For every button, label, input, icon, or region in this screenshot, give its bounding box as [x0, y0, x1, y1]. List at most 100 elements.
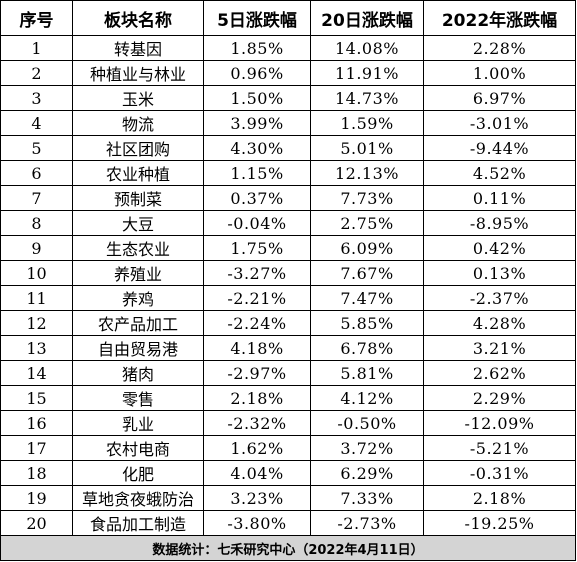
table-row: 2 种植业与林业 0.96% 11.91% 1.00% [0, 60, 576, 86]
change-5day-cell: -2.97% [203, 360, 311, 386]
change-ytd-cell: 2.28% [423, 35, 576, 61]
change-20day-cell: 11.91% [310, 60, 424, 86]
table-row: 1 转基因 1.85% 14.08% 2.28% [0, 35, 576, 61]
change-20day-cell: 2.75% [310, 210, 424, 236]
change-20day-cell: 4.12% [310, 385, 424, 411]
sector-name-cell: 生态农业 [72, 235, 204, 261]
rank-cell: 1 [0, 35, 73, 61]
sector-name-cell: 大豆 [72, 210, 204, 236]
change-ytd-cell: -0.31% [423, 460, 576, 486]
change-20day-cell: 6.78% [310, 335, 424, 361]
table-row: 6 农业种植 1.15% 12.13% 4.52% [0, 160, 576, 186]
rank-cell: 2 [0, 60, 73, 86]
change-20day-cell: -0.50% [310, 410, 424, 436]
change-ytd-cell: 1.00% [423, 60, 576, 86]
table-row: 16 乳业 -2.32% -0.50% -12.09% [0, 410, 576, 436]
change-5day-cell: 1.85% [203, 35, 311, 61]
rank-cell: 14 [0, 360, 73, 386]
rank-cell: 16 [0, 410, 73, 436]
header-20day-change: 20日涨跌幅 [310, 0, 424, 36]
change-20day-cell: 3.72% [310, 435, 424, 461]
change-20day-cell: 12.13% [310, 160, 424, 186]
rank-cell: 4 [0, 110, 73, 136]
change-5day-cell: 0.37% [203, 185, 311, 211]
rank-cell: 6 [0, 160, 73, 186]
change-5day-cell: 1.75% [203, 235, 311, 261]
table-row: 12 农产品加工 -2.24% 5.85% 4.28% [0, 310, 576, 336]
change-ytd-cell: 4.52% [423, 160, 576, 186]
change-20day-cell: 7.67% [310, 260, 424, 286]
change-ytd-cell: 0.13% [423, 260, 576, 286]
sector-name-cell: 玉米 [72, 85, 204, 111]
change-5day-cell: 4.04% [203, 460, 311, 486]
sector-name-cell: 化肥 [72, 460, 204, 486]
table-row: 10 养殖业 -3.27% 7.67% 0.13% [0, 260, 576, 286]
sector-name-cell: 自由贸易港 [72, 335, 204, 361]
table-row: 7 预制菜 0.37% 7.73% 0.11% [0, 185, 576, 211]
table-row: 9 生态农业 1.75% 6.09% 0.42% [0, 235, 576, 261]
rank-cell: 19 [0, 485, 73, 511]
sector-name-cell: 养殖业 [72, 260, 204, 286]
change-20day-cell: 7.33% [310, 485, 424, 511]
rank-cell: 15 [0, 385, 73, 411]
table-row: 14 猪肉 -2.97% 5.81% 2.62% [0, 360, 576, 386]
header-ytd-change: 2022年涨跌幅 [423, 0, 576, 36]
source-note: 数据统计：七禾研究中心（2022年4月11日） [0, 535, 576, 561]
sector-name-cell: 猪肉 [72, 360, 204, 386]
change-5day-cell: 0.96% [203, 60, 311, 86]
change-ytd-cell: 2.29% [423, 385, 576, 411]
change-5day-cell: 2.18% [203, 385, 311, 411]
change-20day-cell: 7.73% [310, 185, 424, 211]
table-row: 18 化肥 4.04% 6.29% -0.31% [0, 460, 576, 486]
change-5day-cell: -2.32% [203, 410, 311, 436]
change-ytd-cell: -5.21% [423, 435, 576, 461]
change-ytd-cell: 0.42% [423, 235, 576, 261]
change-ytd-cell: -19.25% [423, 510, 576, 536]
table-row: 4 物流 3.99% 1.59% -3.01% [0, 110, 576, 136]
sector-name-cell: 零售 [72, 385, 204, 411]
sector-name-cell: 草地贪夜蛾防治 [72, 485, 204, 511]
rank-cell: 12 [0, 310, 73, 336]
change-20day-cell: 6.09% [310, 235, 424, 261]
change-5day-cell: 1.15% [203, 160, 311, 186]
sector-name-cell: 物流 [72, 110, 204, 136]
change-20day-cell: 14.08% [310, 35, 424, 61]
change-5day-cell: -2.24% [203, 310, 311, 336]
table-row: 13 自由贸易港 4.18% 6.78% 3.21% [0, 335, 576, 361]
header-5day-change: 5日涨跌幅 [203, 0, 311, 36]
rank-cell: 8 [0, 210, 73, 236]
change-ytd-cell: 6.97% [423, 85, 576, 111]
change-5day-cell: -0.04% [203, 210, 311, 236]
sector-name-cell: 预制菜 [72, 185, 204, 211]
table-row: 3 玉米 1.50% 14.73% 6.97% [0, 85, 576, 111]
change-20day-cell: 7.47% [310, 285, 424, 311]
change-ytd-cell: -9.44% [423, 135, 576, 161]
change-20day-cell: 5.01% [310, 135, 424, 161]
rank-cell: 10 [0, 260, 73, 286]
table-row: 8 大豆 -0.04% 2.75% -8.95% [0, 210, 576, 236]
change-20day-cell: 6.29% [310, 460, 424, 486]
change-20day-cell: 14.73% [310, 85, 424, 111]
footer-row: 数据统计：七禾研究中心（2022年4月11日） [0, 535, 576, 561]
change-5day-cell: 4.18% [203, 335, 311, 361]
change-5day-cell: 1.62% [203, 435, 311, 461]
table-body: 1 转基因 1.85% 14.08% 2.28% 2 种植业与林业 0.96% 11.91% 1.… [0, 35, 576, 536]
sector-name-cell: 乳业 [72, 410, 204, 436]
rank-cell: 20 [0, 510, 73, 536]
table-row: 17 农村电商 1.62% 3.72% -5.21% [0, 435, 576, 461]
header-rank: 序号 [0, 0, 73, 36]
table-row: 19 草地贪夜蛾防治 3.23% 7.33% 2.18% [0, 485, 576, 511]
sector-name-cell: 农产品加工 [72, 310, 204, 336]
change-20day-cell: -2.73% [310, 510, 424, 536]
sector-name-cell: 社区团购 [72, 135, 204, 161]
rank-cell: 9 [0, 235, 73, 261]
change-ytd-cell: -12.09% [423, 410, 576, 436]
header-sector-name: 板块名称 [72, 0, 204, 36]
sector-name-cell: 食品加工制造 [72, 510, 204, 536]
change-ytd-cell: 3.21% [423, 335, 576, 361]
change-5day-cell: 3.99% [203, 110, 311, 136]
change-5day-cell: -3.80% [203, 510, 311, 536]
sector-name-cell: 农村电商 [72, 435, 204, 461]
change-5day-cell: 1.50% [203, 85, 311, 111]
